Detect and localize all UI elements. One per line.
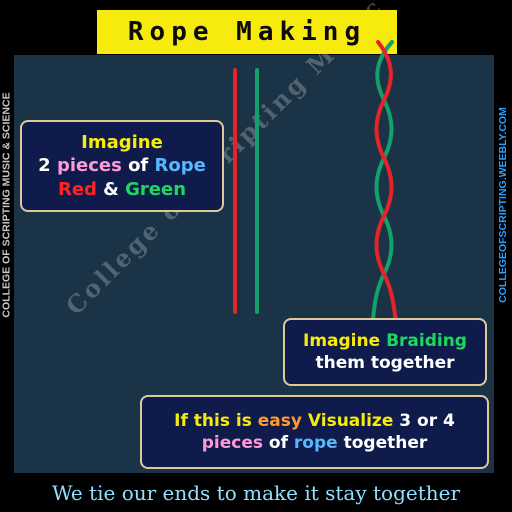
text-span: & [96,178,126,200]
callout-line: 2 pieces of Rope [22,154,222,177]
callout-line: Imagine Braiding [285,330,485,352]
text-span: Visualize [301,410,394,431]
callout-line: pieces of rope together [142,432,487,454]
text-span: of [121,155,155,177]
callout-line: them together [315,353,455,373]
callout-two-ropes: Imagine 2 pieces of Rope Red & Green [20,120,224,212]
green-rope-braided [370,40,394,332]
text-span: 3 or 4 [393,410,455,431]
text-span: If this is [174,410,258,431]
text-span: Red [57,178,97,200]
callout-braiding: Imagine Braiding them together [283,318,487,386]
text-span: of [263,433,294,453]
text-span: pieces [201,433,263,453]
bottom-caption: We tie our ends to make it stay together [51,481,461,505]
text-span: Rope [154,155,206,177]
text-span: pieces [56,155,122,177]
text-span: rope [293,433,338,453]
red-rope-braided [374,40,398,322]
callout-visualize: If this is easy Visualize 3 or 4 pieces … [140,395,489,469]
text-span: easy [257,410,302,431]
text-span: 2 [38,155,57,177]
page-title: Rope Making [127,17,367,47]
callout-line: If this is easy Visualize 3 or 4 [142,410,487,432]
callout-line: Imagine [81,131,163,153]
title-bar: Rope Making [97,10,397,54]
callout-line: Red & Green [22,178,222,201]
text-span: together [337,433,428,453]
text-span: Imagine [303,330,387,351]
text-span: Green [125,178,187,200]
text-span: Braiding [386,330,467,351]
